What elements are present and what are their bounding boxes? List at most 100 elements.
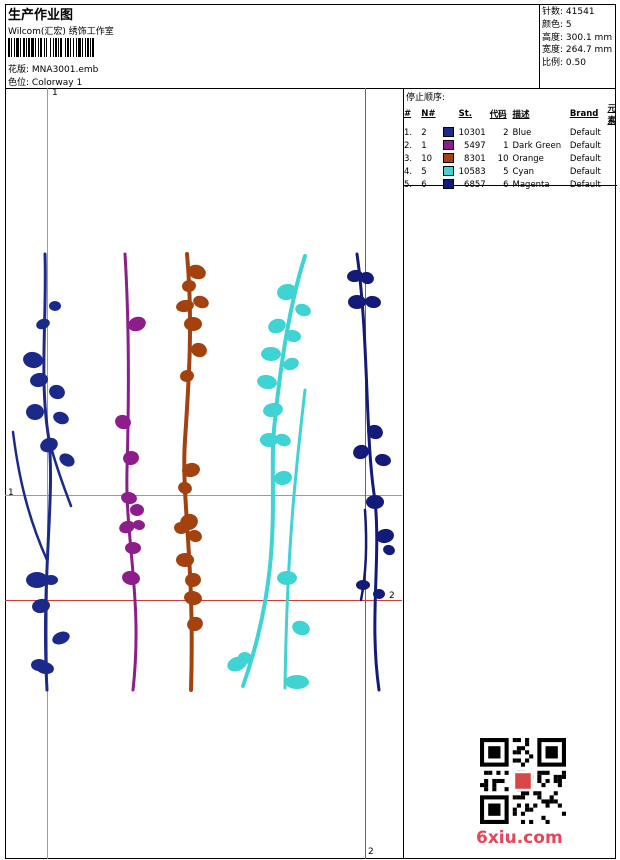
qr-module [557,774,562,779]
vine-leaf [31,659,47,671]
qr-module [488,803,501,816]
qr-module [529,819,534,824]
row-code: 6 [503,179,509,190]
qr-module [516,803,521,808]
qr-module [553,799,558,804]
barcode-bar [58,38,59,57]
col-num: # [404,109,412,119]
row-brand: Default [569,179,601,190]
qr-module [525,758,530,763]
vine-leaf [26,404,44,420]
table-row: 1. 2 10301 2 Blue Default [404,126,620,139]
barcode-bar [87,38,89,57]
vine-leaf [268,318,286,334]
vine-stem [283,388,307,690]
color-swatch [442,140,454,151]
qr-module [541,770,546,775]
barcode-bar [11,38,12,57]
barcode-bar [55,38,57,57]
vine-leaf [191,342,207,358]
table-row: 2. 1 5497 1 Dark Green Default [404,139,620,152]
vine-leaf [23,351,43,369]
vine-leaf [133,519,145,531]
qr-module [553,791,558,796]
qr-module [561,774,566,779]
vine-leaf [30,372,48,388]
qr-module [520,746,526,751]
qr-module [512,807,517,812]
qr-module [525,742,530,747]
vine-leaf [367,424,383,440]
vine-leaf [182,279,196,293]
vine-leaf [360,271,374,285]
vine-leaf [353,444,369,460]
vine-stem [123,252,138,692]
row-stitches: 10301 [458,127,486,138]
row-stitches: 5497 [464,140,486,151]
row-num: 4. [404,166,413,177]
row-description: Blue [512,127,532,138]
barcode-bar [92,38,94,57]
green-guide-label-top: 1 [52,88,58,98]
vine-leaf [53,411,69,425]
sheet-border [5,4,616,859]
qr-module [533,803,538,808]
qr-module [525,738,530,743]
barcode-bar [53,38,54,57]
qr-module [557,803,562,808]
green-guide-label-left: 1 [8,488,14,498]
barcode-bar [46,38,47,57]
row-description: Magenta [512,179,550,190]
vine-leaf [193,295,209,309]
vine-leaf [238,651,252,665]
vine-leaf [130,504,144,516]
row-stitches: 8301 [464,153,486,164]
qr-module [525,803,530,808]
barcode [8,38,136,57]
barcode-bar [8,38,10,57]
barcode-bar [20,38,21,57]
vine-leaf [49,301,61,311]
qr-module [492,787,497,792]
vine-leaf [366,495,384,509]
qr-module [500,778,505,784]
vine-leaf [122,570,140,586]
row-description: Dark Green [512,140,562,151]
qr-module [512,811,517,816]
qr-module [545,819,550,824]
vine-leaf [188,264,206,280]
qr-module [545,746,558,759]
barcode-bar [44,38,45,57]
embroidery-design [11,252,395,692]
qr-module [549,799,554,804]
vine-leaf [188,529,202,543]
vine-leaf [125,542,141,554]
qr-code [480,738,566,824]
col-code: 代码 [489,110,507,120]
row-needle: 2 [421,127,427,138]
stop-sequence-title: 停止顺序: [406,93,446,103]
qr-module [496,770,501,775]
qr-module [541,783,546,788]
watermark-logo: 6xiu.com [476,828,563,848]
vine-leaf [285,329,301,343]
qr-module [480,783,485,788]
vine-leaf [119,520,135,534]
row-element [607,126,620,139]
barcode-bar [23,38,25,57]
qr-module [512,738,517,743]
panel-divider [403,185,404,859]
vine-leaf [347,269,363,283]
qr-module [537,791,542,796]
colorway-label: 色位: [8,78,30,88]
vine-leaf [383,544,395,556]
qr-module [484,778,489,784]
barcode-bar [35,38,36,57]
header-info-divider [539,4,540,89]
col-brand: Brand [569,109,599,119]
green-guide-vertical [47,88,48,859]
row-element [607,178,620,191]
vine-leaf [123,450,139,466]
row-brand: Default [569,140,601,151]
row-needle: 5 [421,166,427,177]
